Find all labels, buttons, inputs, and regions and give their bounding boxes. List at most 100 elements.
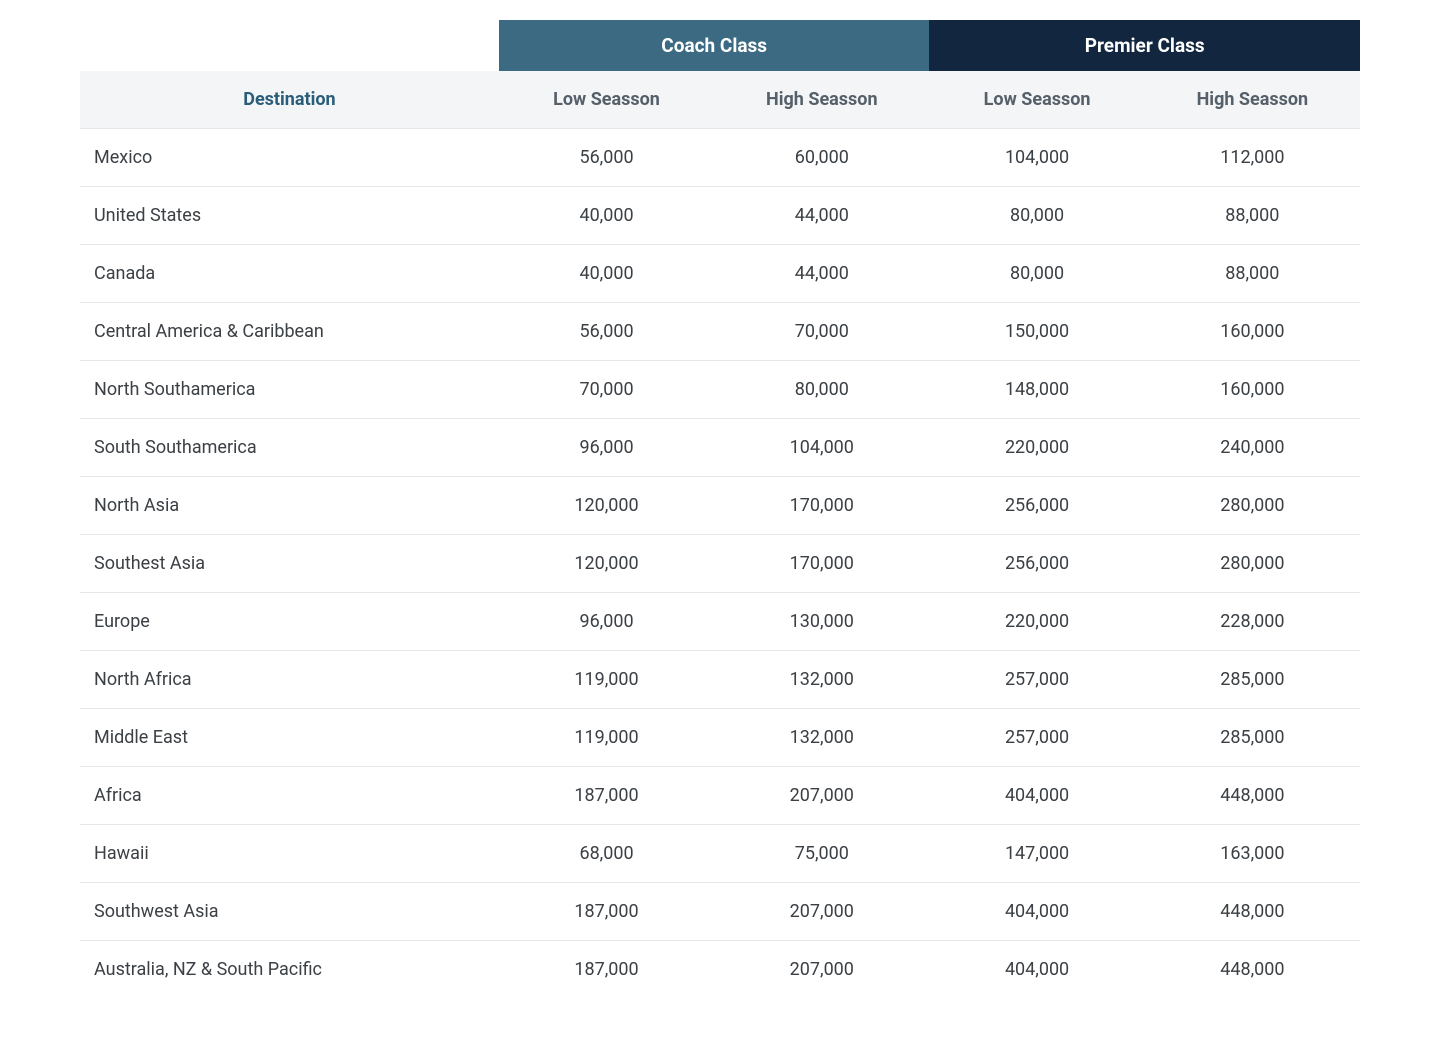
value-cell: 130,000 (714, 593, 929, 651)
season-header-row: Destination Low Seasson High Seasson Low… (80, 71, 1360, 129)
value-cell: 187,000 (499, 883, 714, 941)
header-coach-low: Low Seasson (499, 71, 714, 129)
table-row: Australia, NZ & South Pacific187,000207,… (80, 941, 1360, 999)
value-cell: 70,000 (714, 303, 929, 361)
value-cell: 119,000 (499, 651, 714, 709)
table-row: Southest Asia120,000170,000256,000280,00… (80, 535, 1360, 593)
value-cell: 220,000 (929, 593, 1144, 651)
value-cell: 170,000 (714, 477, 929, 535)
table-row: North Asia120,000170,000256,000280,000 (80, 477, 1360, 535)
value-cell: 448,000 (1145, 883, 1360, 941)
header-premier-high: High Seasson (1145, 71, 1360, 129)
table-row: Hawaii68,00075,000147,000163,000 (80, 825, 1360, 883)
value-cell: 207,000 (714, 767, 929, 825)
value-cell: 104,000 (929, 129, 1144, 187)
header-blank-cell (80, 20, 499, 71)
value-cell: 80,000 (929, 245, 1144, 303)
table-row: United States40,00044,00080,00088,000 (80, 187, 1360, 245)
table-row: Canada40,00044,00080,00088,000 (80, 245, 1360, 303)
table-row: North Southamerica70,00080,000148,000160… (80, 361, 1360, 419)
value-cell: 44,000 (714, 245, 929, 303)
value-cell: 285,000 (1145, 709, 1360, 767)
value-cell: 132,000 (714, 651, 929, 709)
value-cell: 147,000 (929, 825, 1144, 883)
value-cell: 40,000 (499, 187, 714, 245)
value-cell: 160,000 (1145, 303, 1360, 361)
value-cell: 75,000 (714, 825, 929, 883)
value-cell: 44,000 (714, 187, 929, 245)
value-cell: 187,000 (499, 767, 714, 825)
value-cell: 60,000 (714, 129, 929, 187)
value-cell: 150,000 (929, 303, 1144, 361)
value-cell: 120,000 (499, 535, 714, 593)
header-destination: Destination (80, 71, 499, 129)
destination-cell: Middle East (80, 709, 499, 767)
class-header-row: Coach Class Premier Class (80, 20, 1360, 71)
destination-cell: Canada (80, 245, 499, 303)
value-cell: 160,000 (1145, 361, 1360, 419)
destination-cell: North Southamerica (80, 361, 499, 419)
value-cell: 120,000 (499, 477, 714, 535)
destination-cell: Australia, NZ & South Pacific (80, 941, 499, 999)
value-cell: 187,000 (499, 941, 714, 999)
table-row: North Africa119,000132,000257,000285,000 (80, 651, 1360, 709)
table-row: Middle East119,000132,000257,000285,000 (80, 709, 1360, 767)
value-cell: 96,000 (499, 593, 714, 651)
value-cell: 220,000 (929, 419, 1144, 477)
value-cell: 207,000 (714, 883, 929, 941)
destination-cell: North Asia (80, 477, 499, 535)
value-cell: 448,000 (1145, 941, 1360, 999)
table-row: Mexico56,00060,000104,000112,000 (80, 129, 1360, 187)
value-cell: 207,000 (714, 941, 929, 999)
value-cell: 80,000 (929, 187, 1144, 245)
table-row: Central America & Caribbean56,00070,0001… (80, 303, 1360, 361)
value-cell: 119,000 (499, 709, 714, 767)
header-coach-high: High Seasson (714, 71, 929, 129)
fare-table: Coach Class Premier Class Destination Lo… (80, 20, 1360, 998)
value-cell: 257,000 (929, 709, 1144, 767)
destination-cell: Africa (80, 767, 499, 825)
value-cell: 88,000 (1145, 187, 1360, 245)
value-cell: 404,000 (929, 767, 1144, 825)
table-row: Europe96,000130,000220,000228,000 (80, 593, 1360, 651)
destination-cell: Southest Asia (80, 535, 499, 593)
value-cell: 148,000 (929, 361, 1144, 419)
value-cell: 240,000 (1145, 419, 1360, 477)
value-cell: 280,000 (1145, 535, 1360, 593)
header-premier-class: Premier Class (929, 20, 1360, 71)
destination-cell: United States (80, 187, 499, 245)
value-cell: 88,000 (1145, 245, 1360, 303)
value-cell: 70,000 (499, 361, 714, 419)
value-cell: 280,000 (1145, 477, 1360, 535)
value-cell: 256,000 (929, 477, 1144, 535)
value-cell: 132,000 (714, 709, 929, 767)
destination-cell: Europe (80, 593, 499, 651)
value-cell: 285,000 (1145, 651, 1360, 709)
destination-cell: Hawaii (80, 825, 499, 883)
value-cell: 163,000 (1145, 825, 1360, 883)
value-cell: 96,000 (499, 419, 714, 477)
value-cell: 40,000 (499, 245, 714, 303)
value-cell: 256,000 (929, 535, 1144, 593)
value-cell: 404,000 (929, 941, 1144, 999)
value-cell: 56,000 (499, 129, 714, 187)
table-row: Africa187,000207,000404,000448,000 (80, 767, 1360, 825)
table-row: Southwest Asia187,000207,000404,000448,0… (80, 883, 1360, 941)
table-row: South Southamerica96,000104,000220,00024… (80, 419, 1360, 477)
value-cell: 56,000 (499, 303, 714, 361)
fare-table-container: Coach Class Premier Class Destination Lo… (0, 0, 1440, 1038)
destination-cell: Central America & Caribbean (80, 303, 499, 361)
value-cell: 80,000 (714, 361, 929, 419)
header-premier-low: Low Seasson (929, 71, 1144, 129)
value-cell: 257,000 (929, 651, 1144, 709)
destination-cell: Southwest Asia (80, 883, 499, 941)
destination-cell: North Africa (80, 651, 499, 709)
value-cell: 104,000 (714, 419, 929, 477)
destination-cell: South Southamerica (80, 419, 499, 477)
value-cell: 112,000 (1145, 129, 1360, 187)
fare-table-body: Mexico56,00060,000104,000112,000United S… (80, 129, 1360, 999)
value-cell: 448,000 (1145, 767, 1360, 825)
value-cell: 404,000 (929, 883, 1144, 941)
value-cell: 68,000 (499, 825, 714, 883)
value-cell: 228,000 (1145, 593, 1360, 651)
